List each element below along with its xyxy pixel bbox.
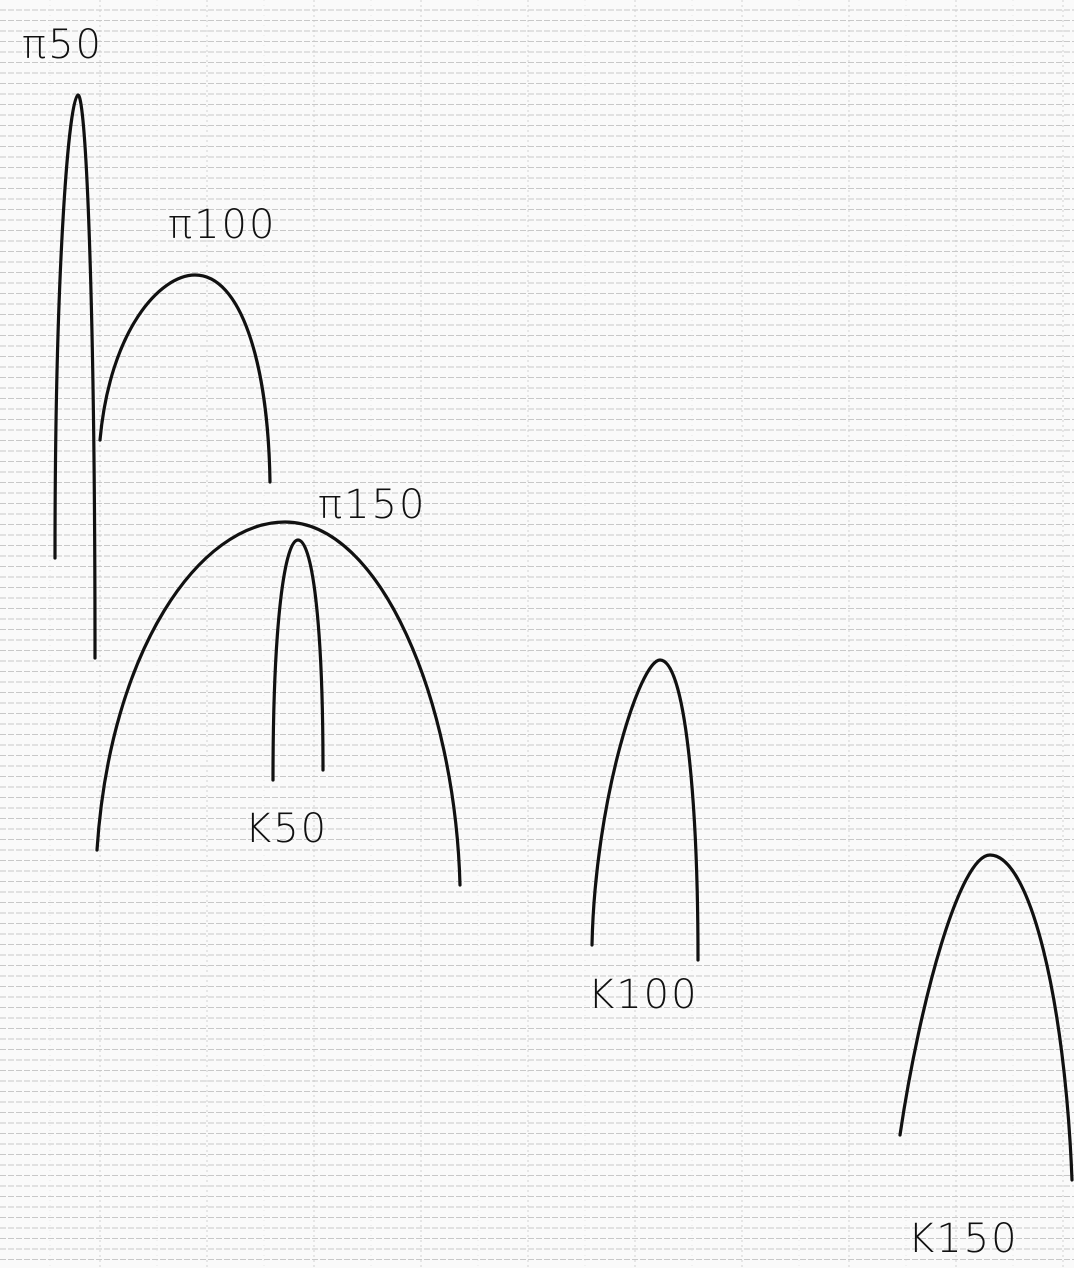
label: π150 — [318, 482, 426, 528]
sketch: π50 π100 π150 K50 K100 K150 — [0, 0, 1074, 1268]
page: {"labels": ["π50", "π100", "π150", "K50"… — [0, 0, 1074, 1268]
label: K100 — [588, 972, 699, 1018]
column-lines — [0, 0, 1074, 1268]
label: π50 — [22, 22, 103, 68]
label: π100 — [168, 202, 276, 248]
label: K150 — [908, 1216, 1019, 1262]
label: K50 — [245, 806, 328, 852]
